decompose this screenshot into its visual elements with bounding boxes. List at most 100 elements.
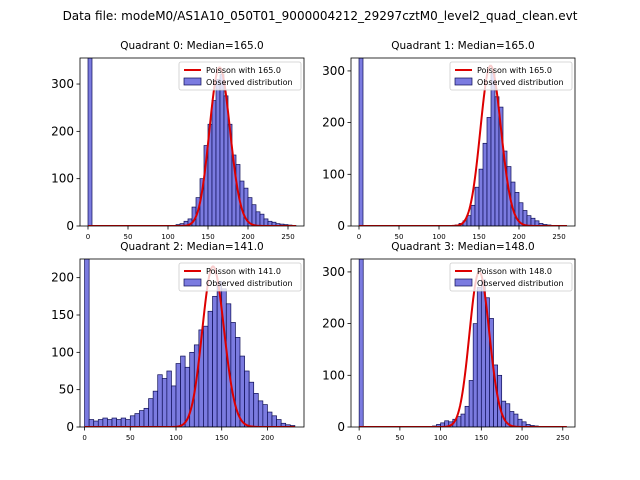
- bar-70: [148, 398, 154, 427]
- bar-50: [129, 415, 136, 427]
- legend-label-poisson: Poisson with 165.0: [206, 66, 281, 75]
- legend: Poisson with 165.0 Observed distribution: [178, 61, 302, 91]
- bar-20: [102, 417, 108, 427]
- y-tick-label: 300: [51, 77, 74, 91]
- bar-145: [476, 287, 482, 427]
- bar-170: [223, 95, 229, 226]
- legend-bar-swatch: [454, 278, 473, 287]
- x-tick-label: 0: [357, 434, 361, 442]
- bar-55: [134, 413, 140, 427]
- bar-140: [472, 323, 478, 427]
- bar-190: [513, 413, 519, 427]
- bar-15: [97, 419, 104, 427]
- y-tick-label: 0: [337, 420, 345, 434]
- bar-215: [530, 217, 536, 226]
- y-tick-label: 200: [51, 271, 74, 285]
- poisson-curve: [359, 270, 567, 427]
- y-tick-label: 200: [322, 317, 345, 331]
- x-tick-label: 50: [395, 434, 404, 442]
- bar-155: [211, 100, 217, 226]
- y-tick-label: 200: [322, 116, 345, 130]
- legend-box: [178, 61, 302, 91]
- x-tick-label: 100: [169, 434, 182, 442]
- x-tick-label: 150: [201, 233, 214, 241]
- bar-40: [120, 417, 127, 427]
- subplot-title: Quadrant 1: Median=165.0: [391, 40, 534, 52]
- bar-185: [253, 393, 259, 427]
- legend-label-observed: Observed distribution: [206, 78, 293, 87]
- x-tick-label: 200: [241, 233, 254, 241]
- legend: Poisson with 148.0 Observed distribution: [449, 262, 573, 292]
- legend-label-poisson: Poisson with 165.0: [477, 66, 552, 75]
- bar-90: [166, 370, 172, 427]
- figure-suptitle: Data file: modeM0/AS1A10_050T01_90000042…: [63, 9, 578, 23]
- legend-label-observed: Observed distribution: [206, 279, 293, 288]
- x-tick-label: 50: [126, 434, 135, 442]
- bar-120: [456, 416, 462, 427]
- poisson-curve: [88, 66, 296, 226]
- legend-label-observed: Observed distribution: [477, 78, 564, 87]
- x-tick-label: 250: [556, 434, 569, 442]
- bar-180: [248, 381, 255, 427]
- x-tick-label: 0: [86, 233, 90, 241]
- bar-85: [161, 378, 168, 427]
- bar-0: [358, 58, 364, 226]
- bar-165: [490, 73, 496, 226]
- x-tick-label: 250: [552, 233, 565, 241]
- bar-45: [125, 419, 131, 427]
- x-tick-label: 100: [432, 233, 445, 241]
- bar-160: [486, 117, 492, 226]
- legend-label-observed: Observed distribution: [477, 279, 564, 288]
- bar-205: [251, 204, 257, 226]
- axes-frame: [350, 258, 576, 428]
- subplot-title: Quadrant 3: Median=148.0: [391, 241, 534, 253]
- y-tick-label: 200: [51, 124, 74, 138]
- bar-130: [464, 405, 470, 427]
- bar-210: [255, 211, 261, 226]
- bar-30: [111, 417, 117, 427]
- bar-190: [257, 400, 264, 427]
- x-tick-label: 50: [395, 233, 404, 241]
- bar-170: [239, 355, 245, 427]
- legend-bar-swatch: [183, 77, 202, 86]
- y-tick-label: 100: [51, 345, 74, 359]
- bar-215: [259, 213, 265, 226]
- bar-5: [88, 419, 95, 427]
- bar-155: [482, 142, 488, 226]
- legend-label-poisson: Poisson with 148.0: [477, 267, 552, 276]
- subplot-title: Quadrant 0: Median=165.0: [120, 40, 263, 52]
- bar-125: [460, 413, 466, 427]
- bar-170: [494, 96, 500, 226]
- y-tick-label: 100: [51, 172, 74, 186]
- bar-100: [175, 363, 181, 427]
- bar-35: [116, 419, 122, 427]
- subplot-title: Quadrant 2: Median=141.0: [120, 241, 263, 253]
- bar-165: [219, 74, 225, 226]
- axes-frame: [79, 57, 305, 227]
- bar-220: [263, 218, 269, 226]
- bar-140: [212, 295, 218, 427]
- bar-140: [470, 204, 476, 226]
- bar-205: [271, 415, 277, 427]
- subplot-1: Quadrant 1: Median=165.0 0 50 100 150 200 250 0…: [322, 40, 576, 241]
- y-tick-label: 300: [322, 64, 345, 78]
- x-tick-label: 100: [434, 434, 447, 442]
- y-tick-label: 100: [322, 167, 345, 181]
- legend-box: [449, 262, 573, 292]
- bar-60: [139, 410, 145, 427]
- bar-0: [87, 58, 93, 226]
- bar-195: [262, 404, 268, 427]
- legend-label-poisson: Poisson with 141.0: [206, 267, 281, 276]
- bar-210: [276, 419, 282, 427]
- x-tick-label: 200: [261, 434, 274, 442]
- x-tick-label: 200: [515, 434, 528, 442]
- bar-80: [157, 374, 163, 427]
- x-tick-label: 150: [472, 233, 485, 241]
- legend-bar-swatch: [183, 278, 202, 287]
- axes-frame: [79, 258, 305, 428]
- bar-135: [207, 310, 213, 427]
- bar-135: [468, 380, 474, 427]
- y-tick-label: 100: [322, 368, 345, 382]
- x-tick-label: 150: [215, 434, 228, 442]
